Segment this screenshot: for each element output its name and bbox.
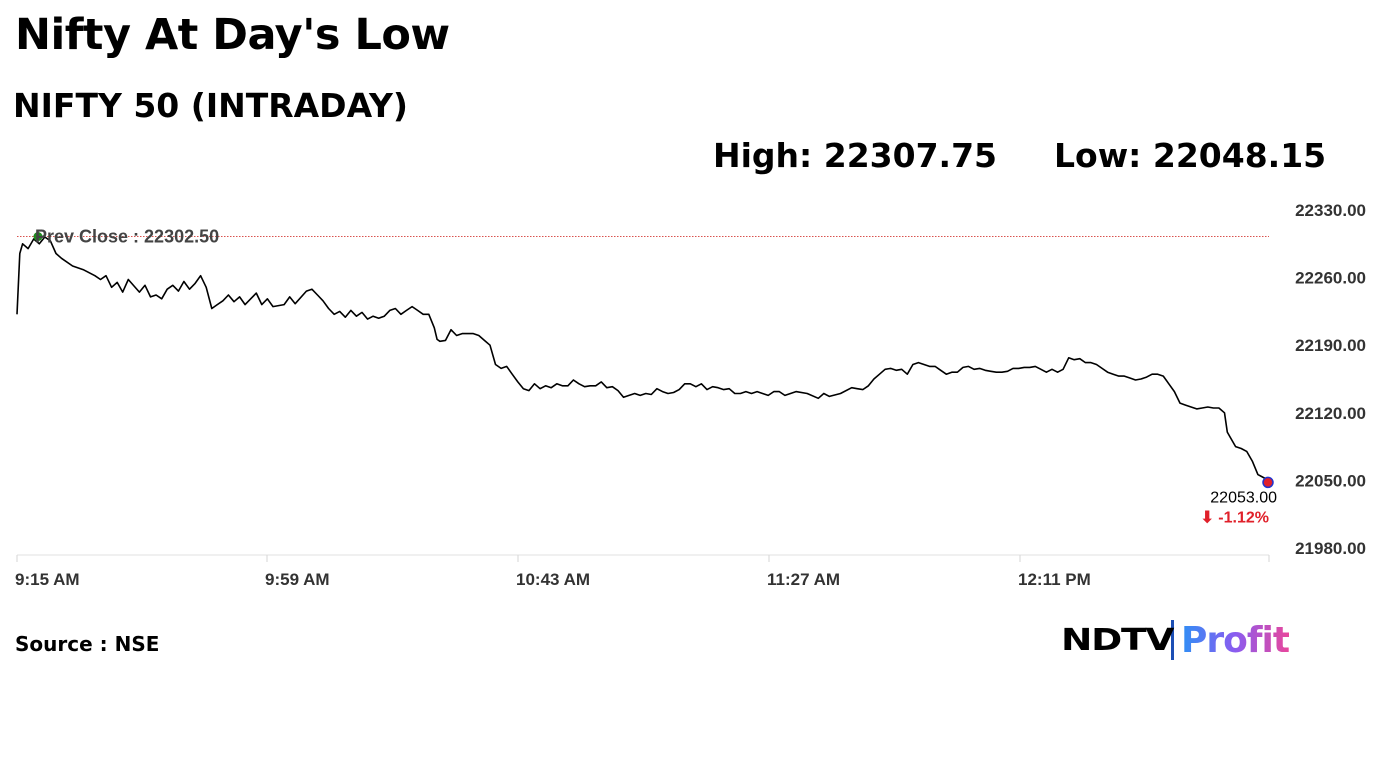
x-tick-label: 10:43 AM — [516, 570, 590, 589]
prev-close-label: Prev Close : 22302.50 — [35, 227, 219, 247]
day-low-stat: Low: 22048.15 — [1054, 136, 1327, 175]
chart-subtitle: NIFTY 50 (INTRADAY) — [13, 86, 408, 125]
x-tick-label: 9:59 AM — [265, 570, 330, 589]
x-tick-label: 11:27 AM — [767, 570, 840, 589]
logo-divider — [1171, 620, 1174, 660]
price-series-line — [16, 236, 1270, 482]
day-high-stat: High: 22307.75 — [713, 136, 997, 175]
x-tick-label: 12:11 PM — [1018, 570, 1091, 589]
y-tick-label: 22260.00 — [1295, 269, 1366, 288]
y-tick-label: 22120.00 — [1295, 404, 1366, 423]
last-price-marker — [1262, 476, 1274, 489]
x-tick-label: 9:15 AM — [15, 570, 80, 589]
y-tick-label: 21980.00 — [1295, 539, 1366, 558]
x-axis: 9:15 AM 9:59 AM 10:43 AM 11:27 AM 12:11 PM — [15, 554, 1270, 589]
logo-profit-text: Profit — [1181, 619, 1290, 661]
y-tick-label: 22330.00 — [1295, 201, 1366, 220]
source-note: Source : NSE — [15, 632, 160, 656]
y-tick-label: 22190.00 — [1295, 336, 1366, 355]
page-title: Nifty At Day's Low — [15, 10, 450, 60]
prev-close-marker — [33, 232, 43, 242]
change-percent-label: ⬇ -1.12% — [1200, 509, 1269, 526]
y-tick-label: 22050.00 — [1295, 471, 1366, 490]
last-value-label: 22053.00 — [1210, 489, 1277, 506]
y-axis: 22330.00 22260.00 22190.00 22120.00 22050.00… — [1295, 201, 1366, 558]
ndtv-profit-logo: NDTV Profit — [1061, 618, 1290, 662]
intraday-line-chart: 22330.00 22260.00 22190.00 22120.00 22050.00… — [15, 201, 1366, 589]
logo-ndtv-text: NDTV — [1061, 622, 1174, 658]
